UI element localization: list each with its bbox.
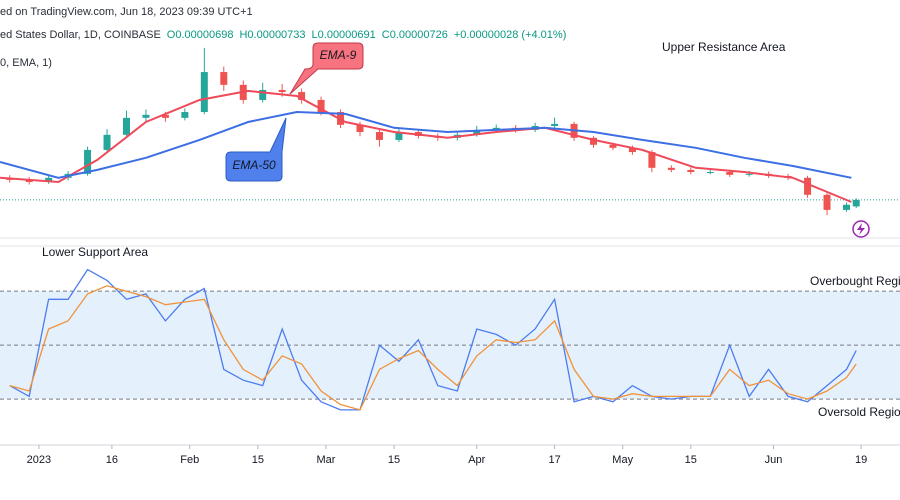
- candle-body: [551, 123, 559, 126]
- candle-body: [317, 99, 325, 113]
- x-tick-label: 19: [855, 454, 867, 466]
- x-tick-label: Feb: [180, 454, 199, 466]
- candle-body: [706, 172, 714, 174]
- candle-body: [356, 124, 364, 133]
- candle-body: [473, 129, 481, 135]
- ohlc-low: L0.00000691: [312, 29, 376, 41]
- candle-body: [298, 92, 306, 100]
- candle-body: [25, 179, 33, 183]
- ema-line: [0, 89, 852, 203]
- annotation: Upper Resistance Area: [662, 40, 786, 54]
- symbol: ed States Dollar, 1D, COINBASE: [0, 29, 161, 41]
- x-tick-label: 15: [685, 454, 697, 466]
- x-tick-label: 15: [252, 454, 264, 466]
- candle-body: [745, 173, 753, 175]
- candle-body: [84, 149, 92, 174]
- x-tick-label: 2023: [27, 454, 51, 466]
- candle-body: [220, 72, 228, 85]
- candle-body: [687, 169, 695, 173]
- x-tick-label: May: [612, 454, 633, 466]
- x-tick-label: Apr: [468, 454, 485, 466]
- x-tick-label: Jun: [765, 454, 783, 466]
- candle-body: [278, 89, 286, 93]
- ohlc-high: H0.00000733: [239, 29, 305, 41]
- x-tick-label: 17: [548, 454, 560, 466]
- alert-icon: [852, 220, 870, 238]
- x-tick-label: 16: [106, 454, 118, 466]
- candle-body: [628, 147, 636, 153]
- ohlc-open: O0.00000698: [167, 29, 234, 41]
- candle-body: [45, 177, 53, 183]
- candle-body: [492, 127, 500, 130]
- candle-body: [852, 199, 860, 207]
- candle-body: [804, 177, 812, 195]
- annotation: Lower Support Area: [42, 245, 148, 259]
- ema9-callout: EMA-9: [289, 42, 364, 95]
- annotation: Overbought Regio: [810, 274, 900, 288]
- rsi-line: [9, 285, 857, 411]
- candle-body: [161, 114, 169, 118]
- candle-body: [648, 152, 656, 168]
- candle-body: [181, 112, 189, 118]
- candle-body: [259, 89, 267, 100]
- icon-bolt: [857, 223, 865, 235]
- candle-body: [842, 204, 850, 210]
- candle-body: [103, 134, 111, 150]
- candle-body: [142, 114, 150, 118]
- annotation: Oversold Regio: [818, 405, 900, 419]
- callout-box: [225, 117, 287, 182]
- ohlc-change: +0.00000028 (+4.01%): [454, 29, 567, 41]
- callout-label: EMA-50: [232, 158, 276, 172]
- rsi-line: [9, 268, 857, 411]
- candle-body: [375, 132, 383, 140]
- ohlc-close: C0.00000726: [382, 29, 448, 41]
- symbol-line: ed States Dollar, 1D, COINBASE O0.0000069…: [0, 29, 566, 41]
- ema50-callout: EMA-50: [225, 117, 287, 182]
- ema-line: [0, 110, 852, 179]
- callout-label: EMA-9: [320, 48, 357, 62]
- candle-body: [726, 172, 734, 175]
- callout-box: [289, 42, 364, 95]
- candle-body: [590, 137, 598, 145]
- candle-body: [667, 167, 675, 170]
- header-title: ed on TradingView.com, Jun 18, 2023 09:3…: [0, 6, 253, 18]
- candle-body: [823, 194, 831, 210]
- candle-body: [395, 132, 403, 140]
- candle-body: [122, 117, 130, 135]
- x-tick-label: Mar: [316, 454, 335, 466]
- candle-body: [609, 144, 617, 148]
- x-tick-label: 15: [388, 454, 400, 466]
- candle-body: [200, 72, 208, 113]
- plot-area: [0, 47, 900, 411]
- indicator-label: 0, EMA, 1): [0, 57, 52, 69]
